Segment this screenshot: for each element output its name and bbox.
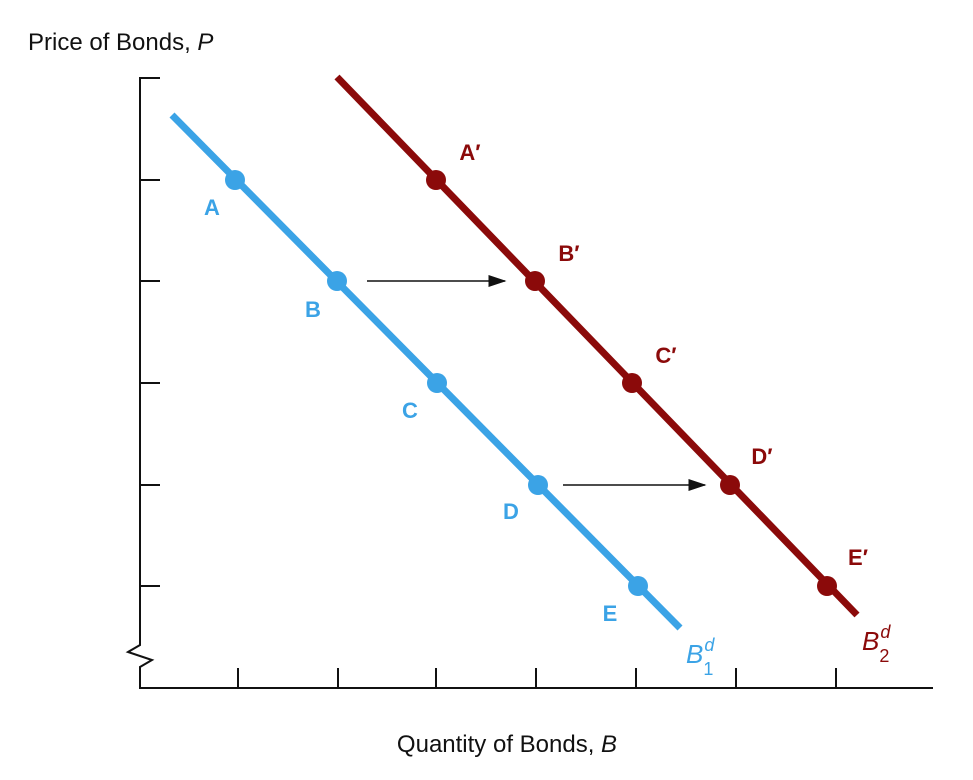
curve-superscript: d bbox=[880, 622, 891, 642]
point bbox=[225, 170, 245, 190]
point bbox=[427, 373, 447, 393]
curve-name: B bbox=[862, 626, 879, 656]
demand-curve-1 bbox=[169, 112, 683, 631]
point bbox=[628, 576, 648, 596]
x-axis-label: Quantity of Bonds, bbox=[397, 731, 601, 758]
point-label: B bbox=[305, 297, 321, 322]
y-ticks bbox=[140, 179, 160, 587]
point-label: C bbox=[402, 398, 418, 423]
point-label: A′ bbox=[459, 140, 480, 165]
axes bbox=[125, 77, 933, 689]
curve-subscript: 2 bbox=[879, 646, 889, 666]
point bbox=[426, 170, 446, 190]
point-label: B′ bbox=[558, 241, 579, 266]
point-label: E′ bbox=[848, 545, 868, 570]
y-axis-variable: P bbox=[197, 29, 213, 56]
point bbox=[525, 271, 545, 291]
point-label: C′ bbox=[655, 343, 676, 368]
curve-name: B bbox=[686, 639, 703, 669]
curve-superscript: d bbox=[704, 635, 715, 655]
point-label: E bbox=[603, 601, 618, 626]
curve-subscript: 1 bbox=[703, 659, 713, 679]
demand-curve-2 bbox=[334, 74, 860, 618]
axis-lines bbox=[125, 77, 933, 689]
y-axis-label: Price of Bonds, bbox=[28, 29, 197, 56]
point-label: D′ bbox=[751, 444, 772, 469]
curve-1-points: A B C D E bbox=[204, 170, 648, 626]
point bbox=[528, 475, 548, 495]
point bbox=[817, 576, 837, 596]
point bbox=[720, 475, 740, 495]
curve-label: Bd 2 bbox=[862, 622, 891, 666]
x-axis-variable: B bbox=[601, 731, 617, 758]
point bbox=[622, 373, 642, 393]
y-axis-title: Price of Bonds, P bbox=[28, 29, 213, 56]
point-label: A bbox=[204, 195, 220, 220]
point bbox=[327, 271, 347, 291]
x-ticks bbox=[237, 668, 837, 688]
curve-label: Bd 1 bbox=[686, 635, 715, 679]
x-axis-title: Quantity of Bonds, B bbox=[397, 731, 617, 758]
curve-2-points: A′ B′ C′ D′ E′ bbox=[426, 140, 868, 596]
point-label: D bbox=[503, 499, 519, 524]
